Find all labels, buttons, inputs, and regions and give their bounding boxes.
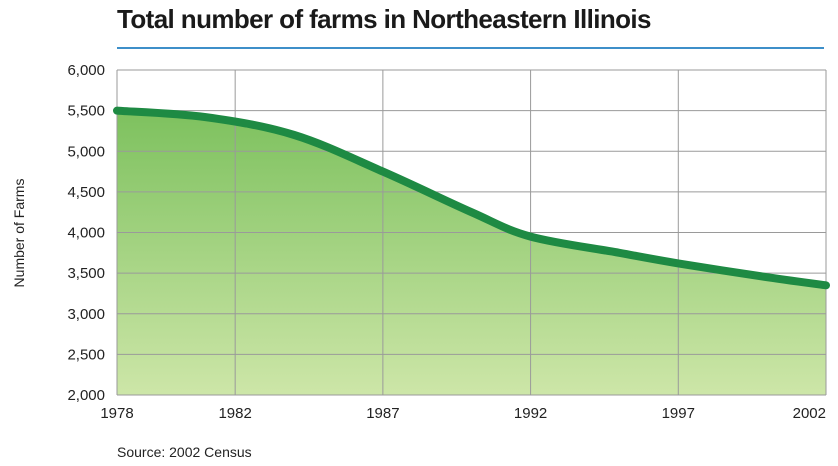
source-note: Source: 2002 Census xyxy=(117,444,252,460)
x-tick-label: 1982 xyxy=(218,405,251,422)
y-tick-label: 2,000 xyxy=(67,387,105,404)
x-tick-label: 1978 xyxy=(100,405,133,422)
area-fill xyxy=(117,110,826,395)
y-tick-label: 3,500 xyxy=(67,265,105,282)
y-tick-label: 3,000 xyxy=(67,306,105,323)
y-tick-label: 2,500 xyxy=(67,346,105,363)
chart-title: Total number of farms in Northeastern Il… xyxy=(117,4,651,34)
x-tick-label: 1987 xyxy=(366,405,399,422)
x-tick-label: 2002 xyxy=(793,405,826,422)
title-rule xyxy=(117,47,824,49)
y-tick-label: 4,500 xyxy=(67,184,105,201)
x-tick-label: 1992 xyxy=(514,405,547,422)
y-tick-label: 5,500 xyxy=(67,103,105,120)
y-axis-title: Number of Farms xyxy=(11,179,27,288)
series-line xyxy=(113,106,830,290)
y-tick-label: 4,000 xyxy=(67,225,105,242)
y-tick-label: 5,000 xyxy=(67,143,105,160)
x-tick-label: 1997 xyxy=(662,405,695,422)
y-tick-label: 6,000 xyxy=(67,62,105,79)
